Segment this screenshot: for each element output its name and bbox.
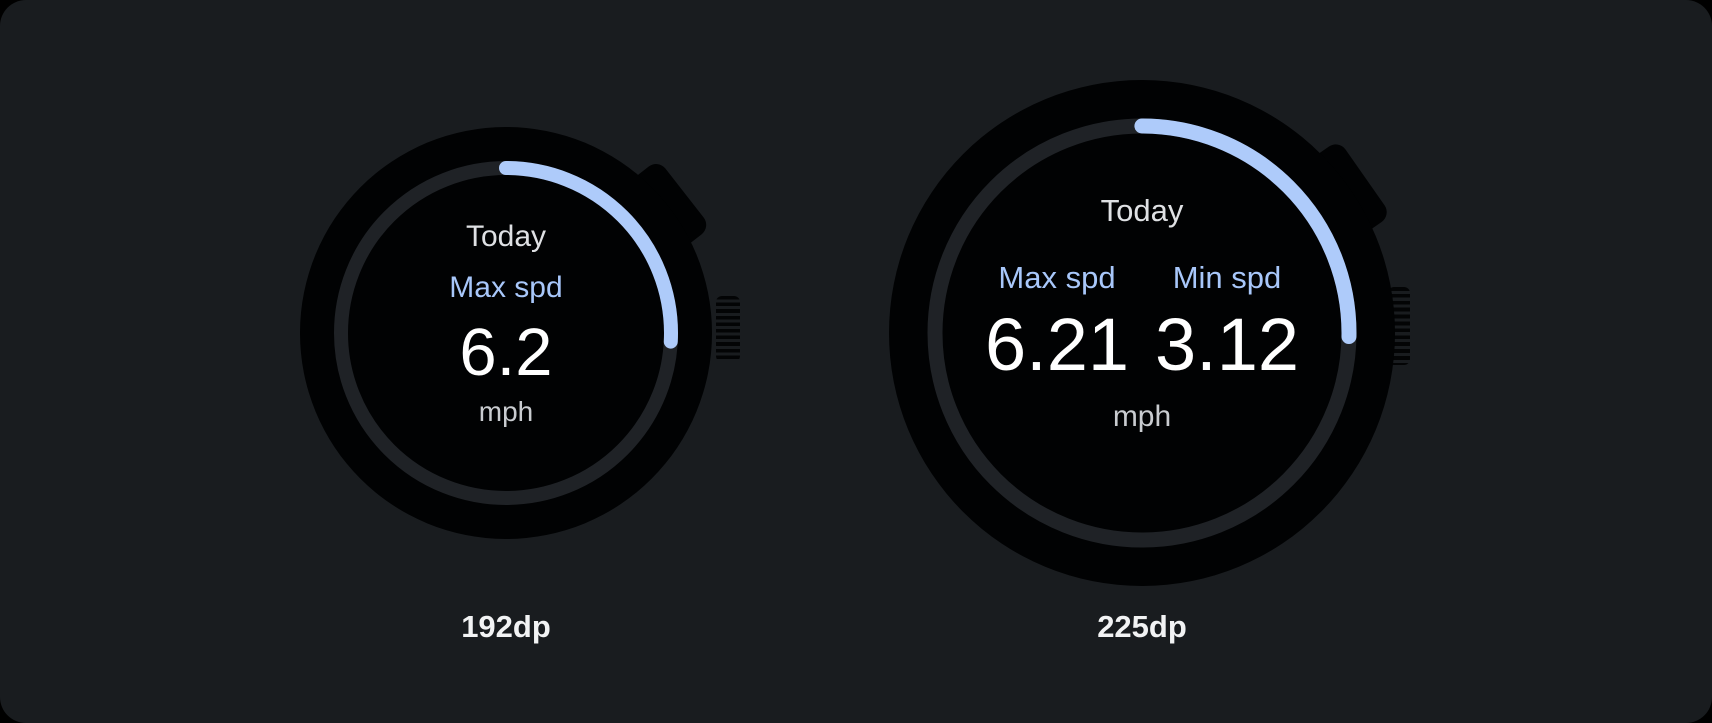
progress-arc (927, 118, 1357, 548)
metric-value-max-spd: 6.21 (984, 303, 1130, 386)
metric-labels-row: Max spd (294, 273, 718, 303)
progress-arc (334, 161, 678, 505)
metric-value-max-spd: 6.2 (459, 315, 553, 390)
unit-label: mph (1112, 400, 1172, 433)
watch-device-225dp: Today Max spd Min spd 6.21 3.12 mph (882, 73, 1410, 593)
watch-crown (716, 296, 740, 362)
progress-ring (334, 161, 678, 505)
size-caption-225dp: 225dp (1097, 609, 1187, 644)
watch-title: Today (465, 220, 547, 253)
progress-ring (927, 118, 1357, 548)
metric-label-max-spd: Max spd (449, 271, 563, 304)
size-caption-192dp: 192dp (461, 609, 551, 644)
metric-label-max-spd: Max spd (998, 260, 1116, 295)
metric-values-row: 6.2 (294, 319, 718, 386)
watch-case (889, 80, 1395, 586)
metric-values-row: 6.21 3.12 (882, 308, 1402, 382)
metric-labels-row: Max spd Min spd (882, 262, 1402, 293)
metric-label-min-spd: Min spd (1172, 260, 1282, 295)
watch-case (300, 127, 712, 539)
metric-value-min-spd: 3.12 (1154, 303, 1300, 386)
watch-device-192dp: Today Max spd 6.2 mph (294, 121, 740, 545)
watch-title: Today (1100, 193, 1184, 228)
unit-label: mph (478, 396, 534, 427)
